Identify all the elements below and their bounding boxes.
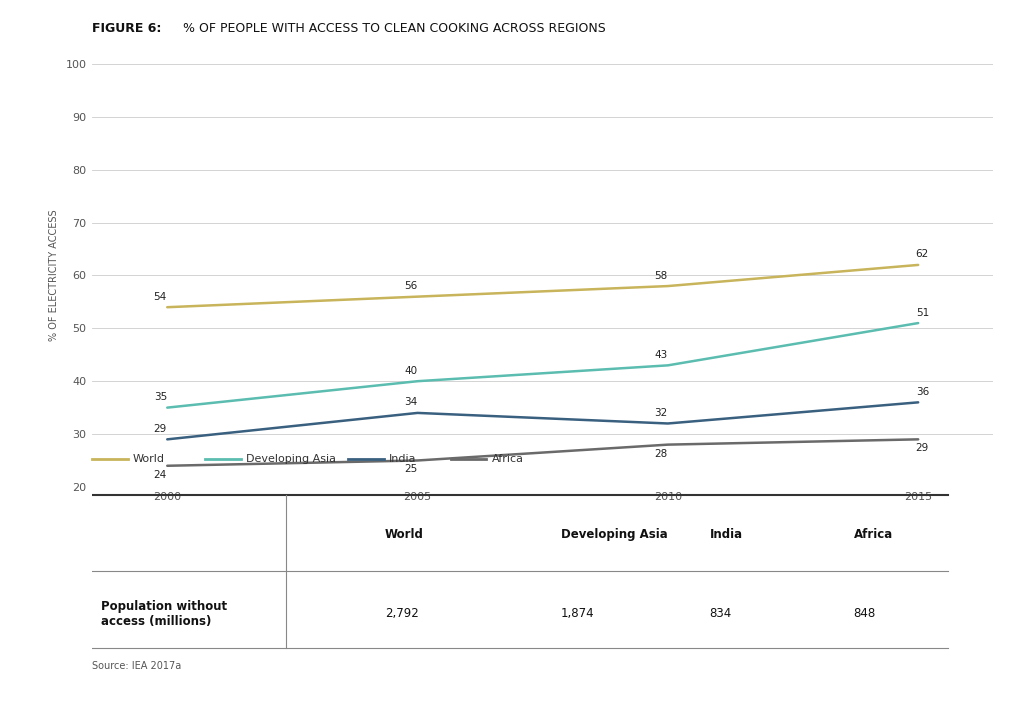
Text: 35: 35 — [154, 392, 167, 402]
Text: % OF PEOPLE WITH ACCESS TO CLEAN COOKING ACROSS REGIONS: % OF PEOPLE WITH ACCESS TO CLEAN COOKING… — [179, 22, 606, 35]
Text: 56: 56 — [404, 281, 417, 291]
Text: 40: 40 — [404, 366, 417, 376]
Text: India: India — [710, 528, 742, 541]
Text: Source: IEA 2017a: Source: IEA 2017a — [92, 661, 181, 671]
Text: 848: 848 — [854, 607, 876, 620]
Text: 25: 25 — [404, 464, 417, 474]
Text: 54: 54 — [154, 292, 167, 302]
Text: Africa: Africa — [854, 528, 893, 541]
Text: 32: 32 — [654, 408, 668, 418]
Text: World: World — [133, 454, 165, 464]
Text: 28: 28 — [654, 449, 668, 459]
Text: Developing Asia: Developing Asia — [561, 528, 668, 541]
Text: 29: 29 — [915, 444, 929, 454]
Text: Population without
access (millions): Population without access (millions) — [101, 600, 227, 628]
Text: 58: 58 — [654, 271, 668, 281]
Text: India: India — [389, 454, 417, 464]
Text: 2,792: 2,792 — [385, 607, 419, 620]
Text: Africa: Africa — [492, 454, 523, 464]
Text: 62: 62 — [915, 249, 929, 259]
Text: 36: 36 — [915, 387, 929, 397]
Text: Developing Asia: Developing Asia — [246, 454, 336, 464]
Text: 1,874: 1,874 — [561, 607, 594, 620]
Text: World: World — [385, 528, 424, 541]
Text: 43: 43 — [654, 350, 668, 360]
Text: 51: 51 — [915, 308, 929, 318]
Text: 24: 24 — [154, 470, 167, 480]
Text: 29: 29 — [154, 424, 167, 434]
Text: 34: 34 — [404, 397, 417, 407]
Text: FIGURE 6:: FIGURE 6: — [92, 22, 162, 35]
Y-axis label: % OF ELECTRICITY ACCESS: % OF ELECTRICITY ACCESS — [49, 209, 58, 341]
Text: 834: 834 — [710, 607, 732, 620]
